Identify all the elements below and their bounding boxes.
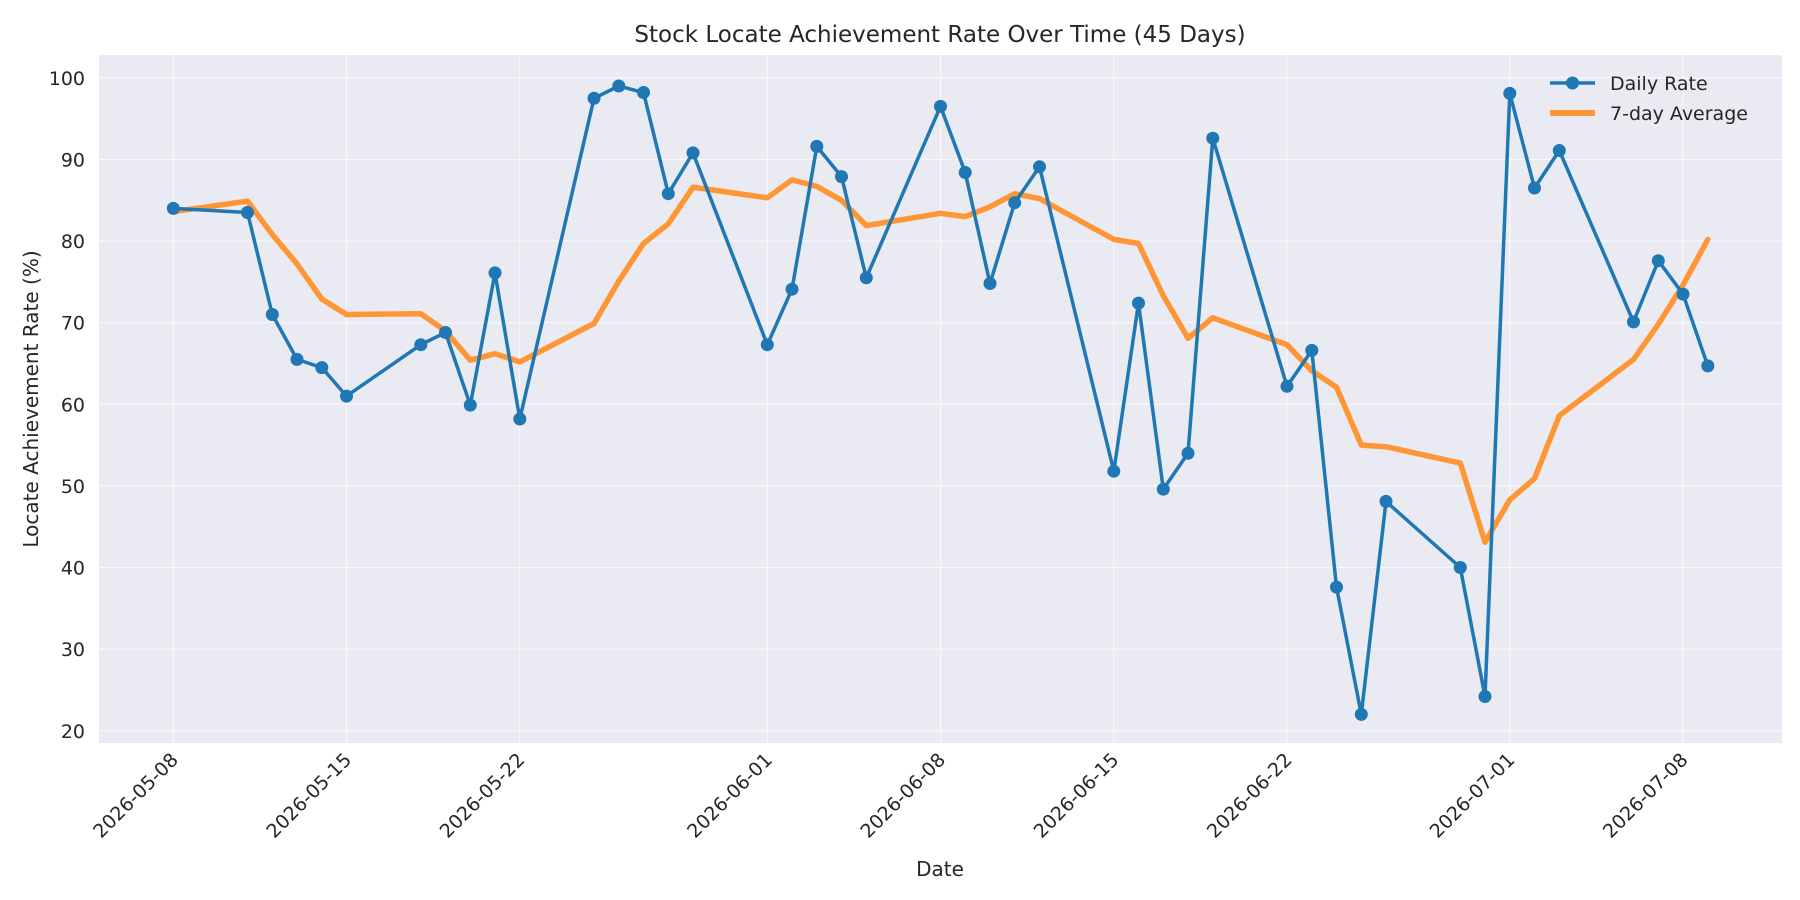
daily-data-point (290, 352, 304, 366)
y-tick-label: 30 (61, 639, 85, 661)
x-axis-label: Date (916, 857, 964, 881)
daily-data-point (983, 277, 997, 290)
chart-title: Stock Locate Achievement Rate Over Time … (634, 22, 1245, 48)
y-tick-label: 70 (61, 313, 85, 335)
daily-data-point (810, 139, 824, 153)
y-tick-label: 80 (61, 231, 85, 253)
daily-data-point (463, 398, 477, 412)
y-tick-label: 40 (61, 558, 85, 580)
y-axis-ticks: 20 30 40 50 60 70 80 90 100 (49, 68, 85, 743)
daily-data-point (1503, 86, 1517, 100)
daily-data-point (1107, 464, 1121, 478)
daily-data-point (1330, 580, 1343, 594)
legend-average-label: 7-day Average (1610, 103, 1748, 125)
daily-data-point (265, 308, 279, 321)
daily-data-point (958, 166, 972, 179)
daily-data-point (760, 338, 774, 352)
daily-data-point (1676, 287, 1690, 301)
daily-data-point (934, 99, 947, 113)
daily-data-point (1305, 343, 1319, 357)
daily-data-point (1453, 561, 1467, 574)
daily-data-point (661, 187, 675, 201)
daily-data-point (414, 338, 428, 352)
daily-data-point (785, 282, 799, 296)
daily-data-point (587, 91, 601, 105)
daily-data-point (835, 170, 848, 184)
daily-data-point (166, 201, 180, 215)
y-tick-label: 50 (61, 476, 85, 498)
daily-data-point (1528, 181, 1541, 195)
daily-data-point (1206, 131, 1220, 145)
average-series-line (170, 177, 1711, 545)
daily-data-point (488, 266, 502, 280)
daily-data-point (1008, 196, 1022, 210)
daily-data-point (340, 389, 353, 403)
daily-data-point (1379, 494, 1393, 508)
daily-data-point (612, 79, 626, 93)
y-tick-label: 100 (49, 68, 85, 90)
daily-data-point (1478, 690, 1492, 703)
daily-data-point (439, 326, 452, 339)
daily-data-point (1354, 707, 1368, 721)
daily-data-point (1132, 296, 1145, 310)
daily-data-point (241, 206, 254, 219)
daily-data-point (1156, 482, 1170, 496)
y-tick-label: 20 (61, 721, 85, 743)
y-tick-label: 90 (61, 149, 85, 171)
daily-data-point (1181, 446, 1195, 460)
daily-data-point (1552, 144, 1566, 157)
legend-daily-label: Daily Rate (1610, 73, 1708, 95)
grid-lines (99, 55, 1782, 743)
daily-data-point (1033, 160, 1046, 174)
daily-data-point (513, 412, 527, 426)
daily-data-point (637, 86, 650, 99)
series-layer (166, 79, 1715, 721)
daily-data-point (1701, 359, 1715, 373)
daily-data-point (1627, 315, 1640, 329)
daily-data-point (859, 271, 873, 285)
daily-data-point (1651, 254, 1665, 268)
daily-data-point (686, 146, 700, 160)
y-axis-label: Locate Achievement Rate (%) (19, 250, 43, 547)
y-tick-label: 60 (61, 394, 85, 416)
legend-daily-marker (1566, 76, 1579, 90)
legend: Daily Rate 7-day Average (1550, 73, 1748, 125)
daily-data-point (1280, 379, 1294, 393)
daily-data-point (315, 361, 329, 375)
